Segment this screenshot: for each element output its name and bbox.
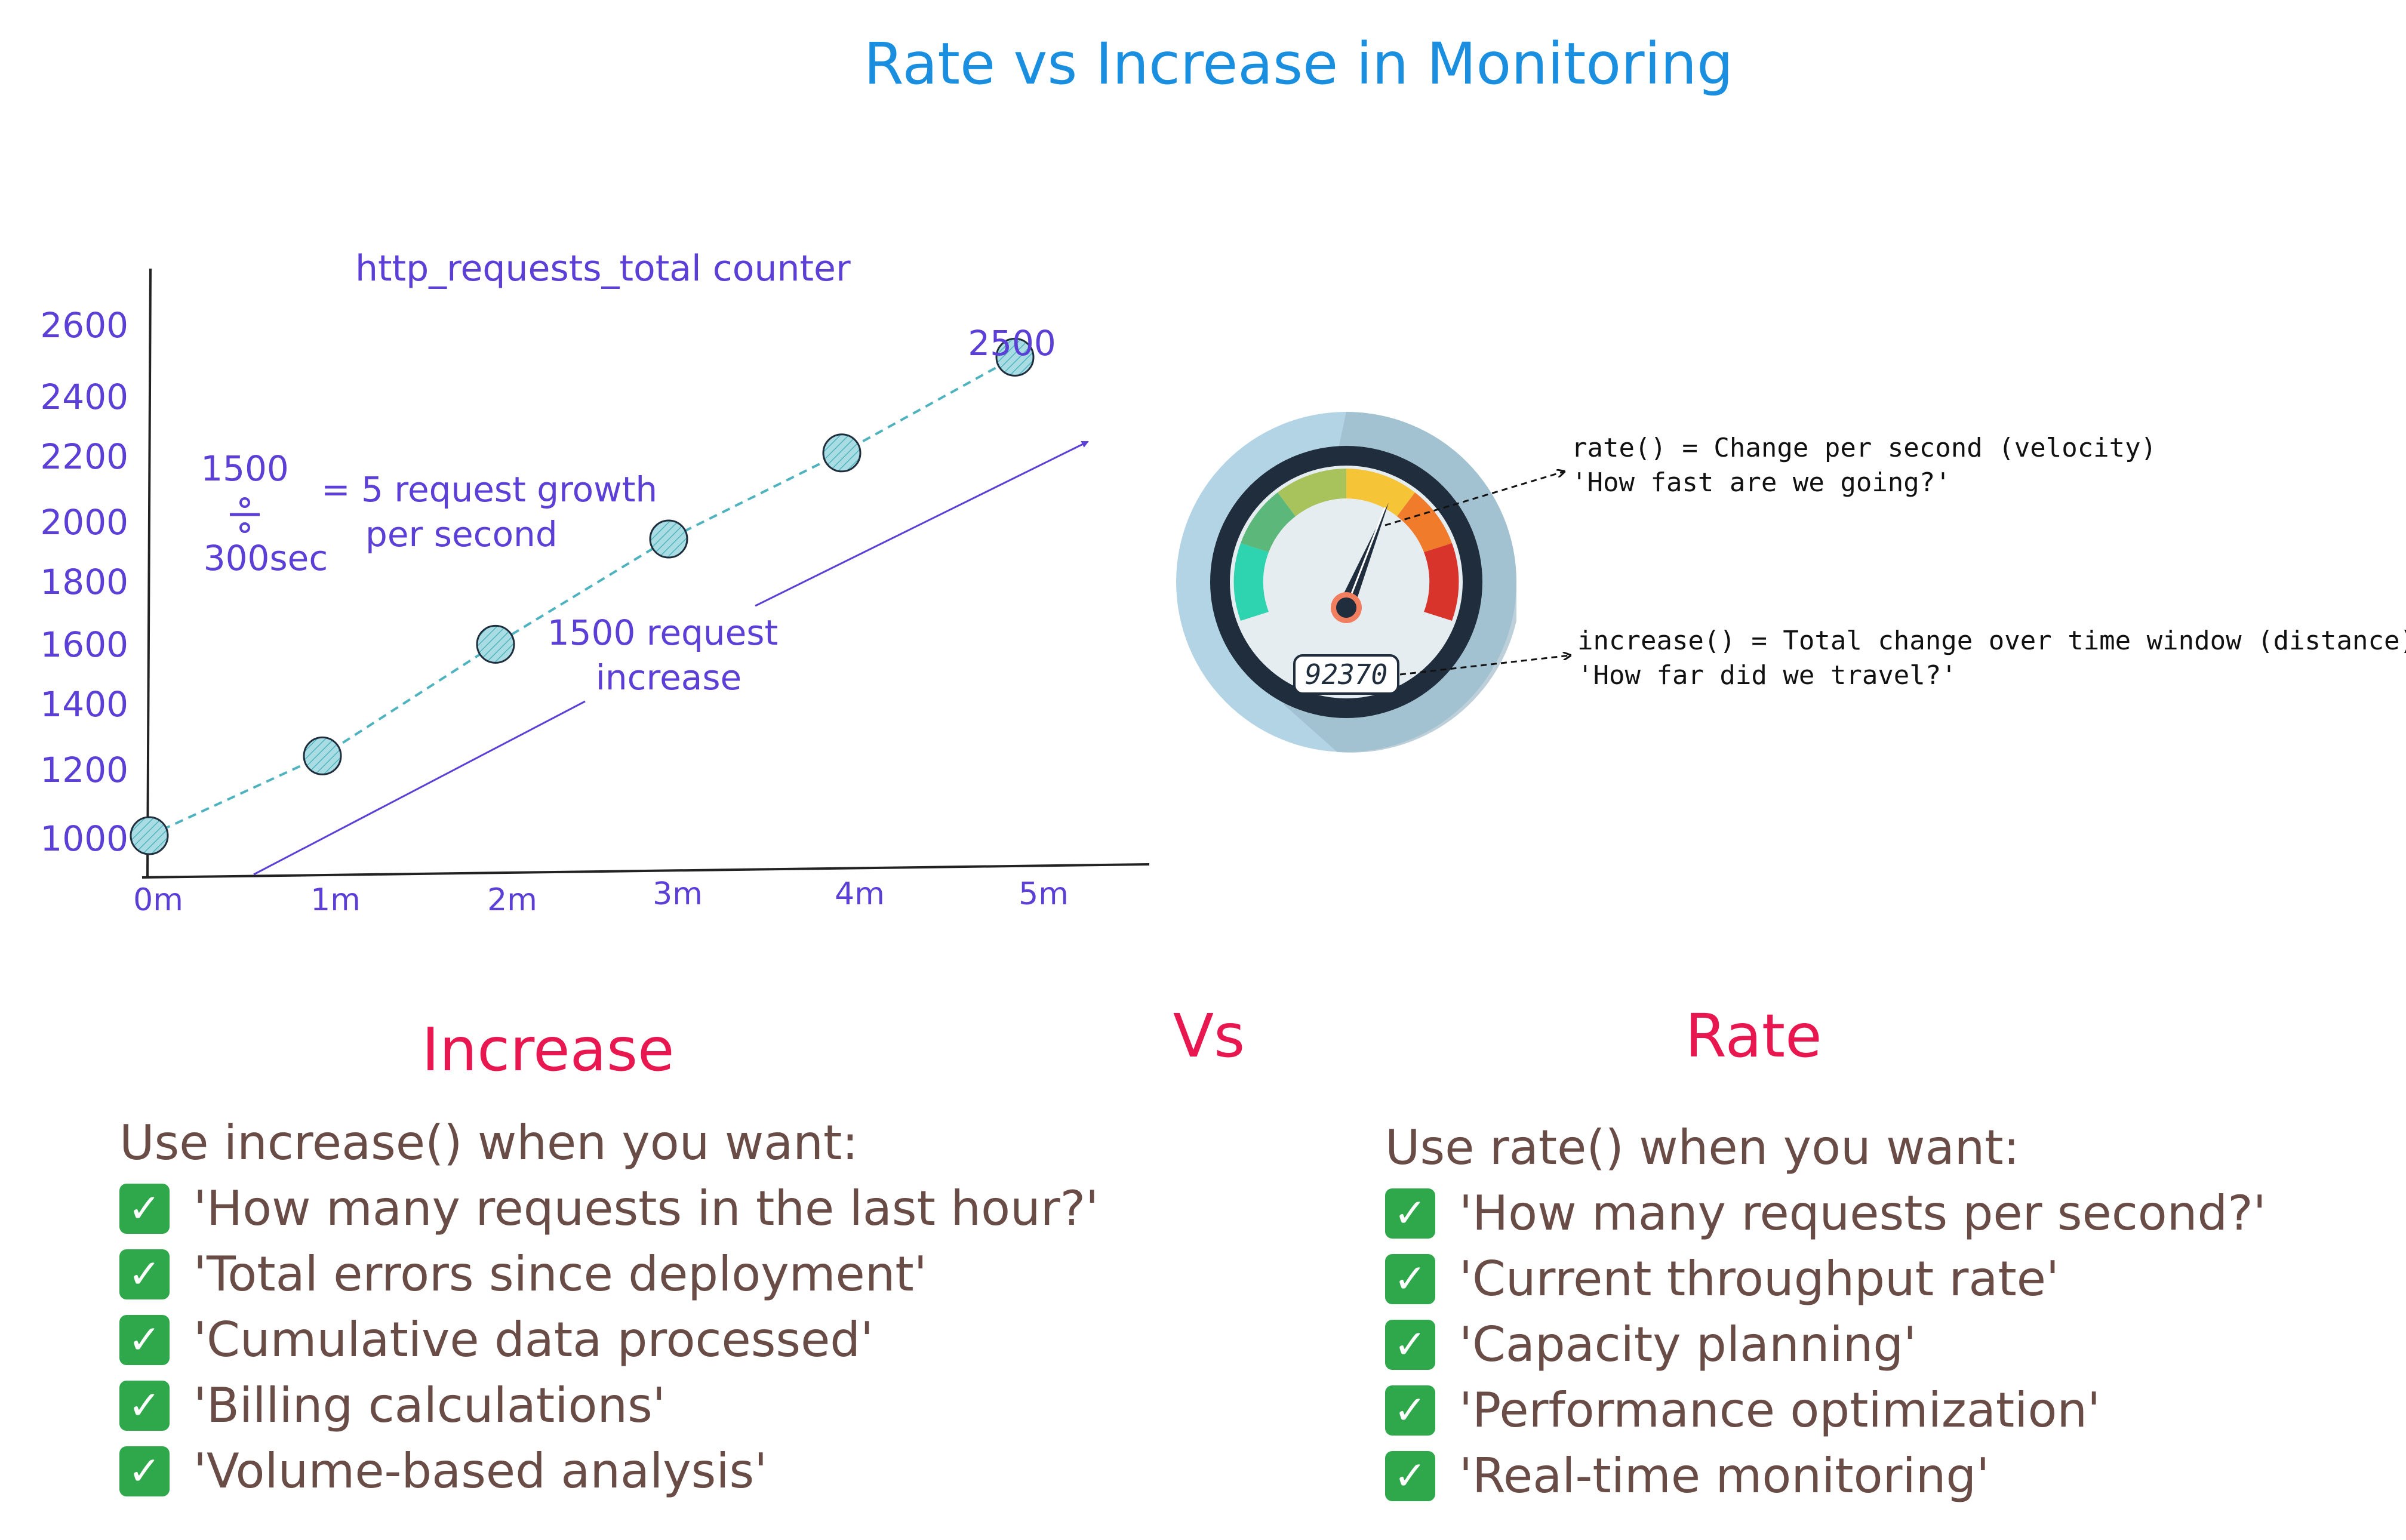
increase-question: 'How far did we travel?' <box>1577 660 1957 691</box>
odometer-reading: 92370 <box>1305 658 1387 691</box>
rate-definition: rate() = Change per second (velocity) <box>1571 433 2156 463</box>
page-title: Rate vs Increase in Monitoring <box>864 30 1733 97</box>
trend-line <box>149 356 1016 837</box>
check-mark-icon: ✓ <box>119 1446 170 1496</box>
y-tick-label: 1200 <box>40 750 128 790</box>
list-item: ✓ 'Volume-based analysis' <box>119 1439 1099 1504</box>
requests-chart: http_requests_total counter 2600 2400 22… <box>40 248 1150 918</box>
y-tick-label: 1000 <box>40 818 128 859</box>
fraction-denominator: 300sec <box>204 538 328 578</box>
check-mark-icon: ✓ <box>119 1249 170 1299</box>
list-item: ✓ 'Capacity planning' <box>1385 1312 2266 1378</box>
list-item: ✓ 'Total errors since deployment' <box>119 1242 1099 1307</box>
rate-pointer-arrow <box>1384 472 1564 526</box>
y-tick-label: 1800 <box>40 562 128 602</box>
x-tick-label: 4m <box>835 876 885 912</box>
growth-annotation-line2: per second <box>365 514 558 555</box>
rate-use-cases: Use rate() when you want: ✓ 'How many re… <box>1385 1115 2266 1509</box>
vs-label: Vs <box>1173 1001 1245 1071</box>
increase-use-cases: Use increase() when you want: ✓ 'How man… <box>119 1110 1099 1504</box>
list-item: ✓ 'Cumulative data processed' <box>119 1307 1099 1373</box>
y-tick-label: 1400 <box>40 684 128 725</box>
increase-definition: increase() = Total change over time wind… <box>1577 626 2406 656</box>
point-value-label: 2500 <box>968 323 1056 364</box>
list-item-label: 'Billing calculations' <box>193 1378 666 1433</box>
x-tick-labels: 0m 1m 2m 3m 4m 5m <box>133 876 1069 918</box>
rate-question: 'How fast are we going?' <box>1571 467 1951 498</box>
list-item-label: 'Volume-based analysis' <box>193 1443 768 1499</box>
y-tick-labels: 2600 2400 2200 2000 1800 1600 1400 1200 … <box>40 305 128 859</box>
data-point <box>130 816 169 855</box>
data-point <box>476 624 515 664</box>
x-tick-label: 0m <box>133 882 183 918</box>
increase-heading: Increase <box>421 1015 674 1085</box>
list-item-label: 'How many requests per second?' <box>1459 1185 2266 1241</box>
increase-annotation-line1: 1500 request <box>547 612 779 653</box>
fraction-numerator: 1500 <box>201 448 289 489</box>
speedometer-icon: 92370 <box>1176 412 1516 753</box>
list-item: ✓ 'Billing calculations' <box>119 1373 1099 1439</box>
chart-title: http_requests_total counter <box>355 248 851 289</box>
list-item-label: 'Capacity planning' <box>1459 1317 1917 1372</box>
rate-heading: Rate <box>1685 1001 1822 1071</box>
division-sign-icon <box>230 497 260 533</box>
increase-intro: Use increase() when you want: <box>119 1115 859 1171</box>
list-item-label: 'Current throughput rate' <box>1459 1251 2059 1307</box>
list-item: ✓ 'Real-time monitoring' <box>1385 1443 2266 1509</box>
check-mark-icon: ✓ <box>1385 1320 1435 1370</box>
check-mark-icon: ✓ <box>1385 1188 1435 1239</box>
check-mark-icon: ✓ <box>1385 1385 1435 1436</box>
check-mark-icon: ✓ <box>1385 1254 1435 1304</box>
list-item-label: 'Real-time monitoring' <box>1459 1448 1990 1504</box>
growth-annotation-line1: = 5 request growth <box>321 469 657 510</box>
x-tick-label: 1m <box>310 882 361 918</box>
list-item: ✓ 'Performance optimization' <box>1385 1378 2266 1443</box>
data-point <box>822 433 862 473</box>
increase-arrow-head-segment <box>755 441 1089 607</box>
gauge-needle <box>1339 503 1389 608</box>
list-item-label: 'Cumulative data processed' <box>193 1312 874 1367</box>
y-tick-label: 2600 <box>40 305 128 346</box>
data-point <box>649 519 688 559</box>
y-axis <box>146 268 152 878</box>
x-tick-label: 5m <box>1019 876 1069 912</box>
y-tick-label: 2000 <box>40 502 128 543</box>
x-tick-label: 3m <box>653 876 703 912</box>
list-item-label: 'Performance optimization' <box>1459 1382 2101 1438</box>
list-item-label: 'Total errors since deployment' <box>193 1246 927 1302</box>
check-mark-icon: ✓ <box>119 1381 170 1431</box>
increase-pointer-arrow <box>1399 655 1570 676</box>
rate-intro: Use rate() when you want: <box>1385 1120 2020 1175</box>
list-item: ✓ 'Current throughput rate' <box>1385 1246 2266 1312</box>
x-axis <box>141 863 1150 879</box>
list-item: ✓ 'How many requests per second?' <box>1385 1181 2266 1246</box>
increase-annotation-line2: increase <box>596 657 742 698</box>
y-tick-label: 1600 <box>40 624 128 665</box>
list-item-label: 'How many requests in the last hour?' <box>193 1181 1099 1236</box>
data-point <box>995 337 1035 377</box>
data-point <box>303 736 342 775</box>
y-tick-label: 2400 <box>40 377 128 417</box>
list-item: ✓ 'How many requests in the last hour?' <box>119 1176 1099 1242</box>
check-mark-icon: ✓ <box>1385 1451 1435 1501</box>
data-points <box>130 337 1035 855</box>
increase-arrow <box>253 700 586 876</box>
check-mark-icon: ✓ <box>119 1184 170 1234</box>
x-tick-label: 2m <box>487 882 537 918</box>
y-tick-label: 2200 <box>40 436 128 477</box>
check-mark-icon: ✓ <box>119 1315 170 1365</box>
